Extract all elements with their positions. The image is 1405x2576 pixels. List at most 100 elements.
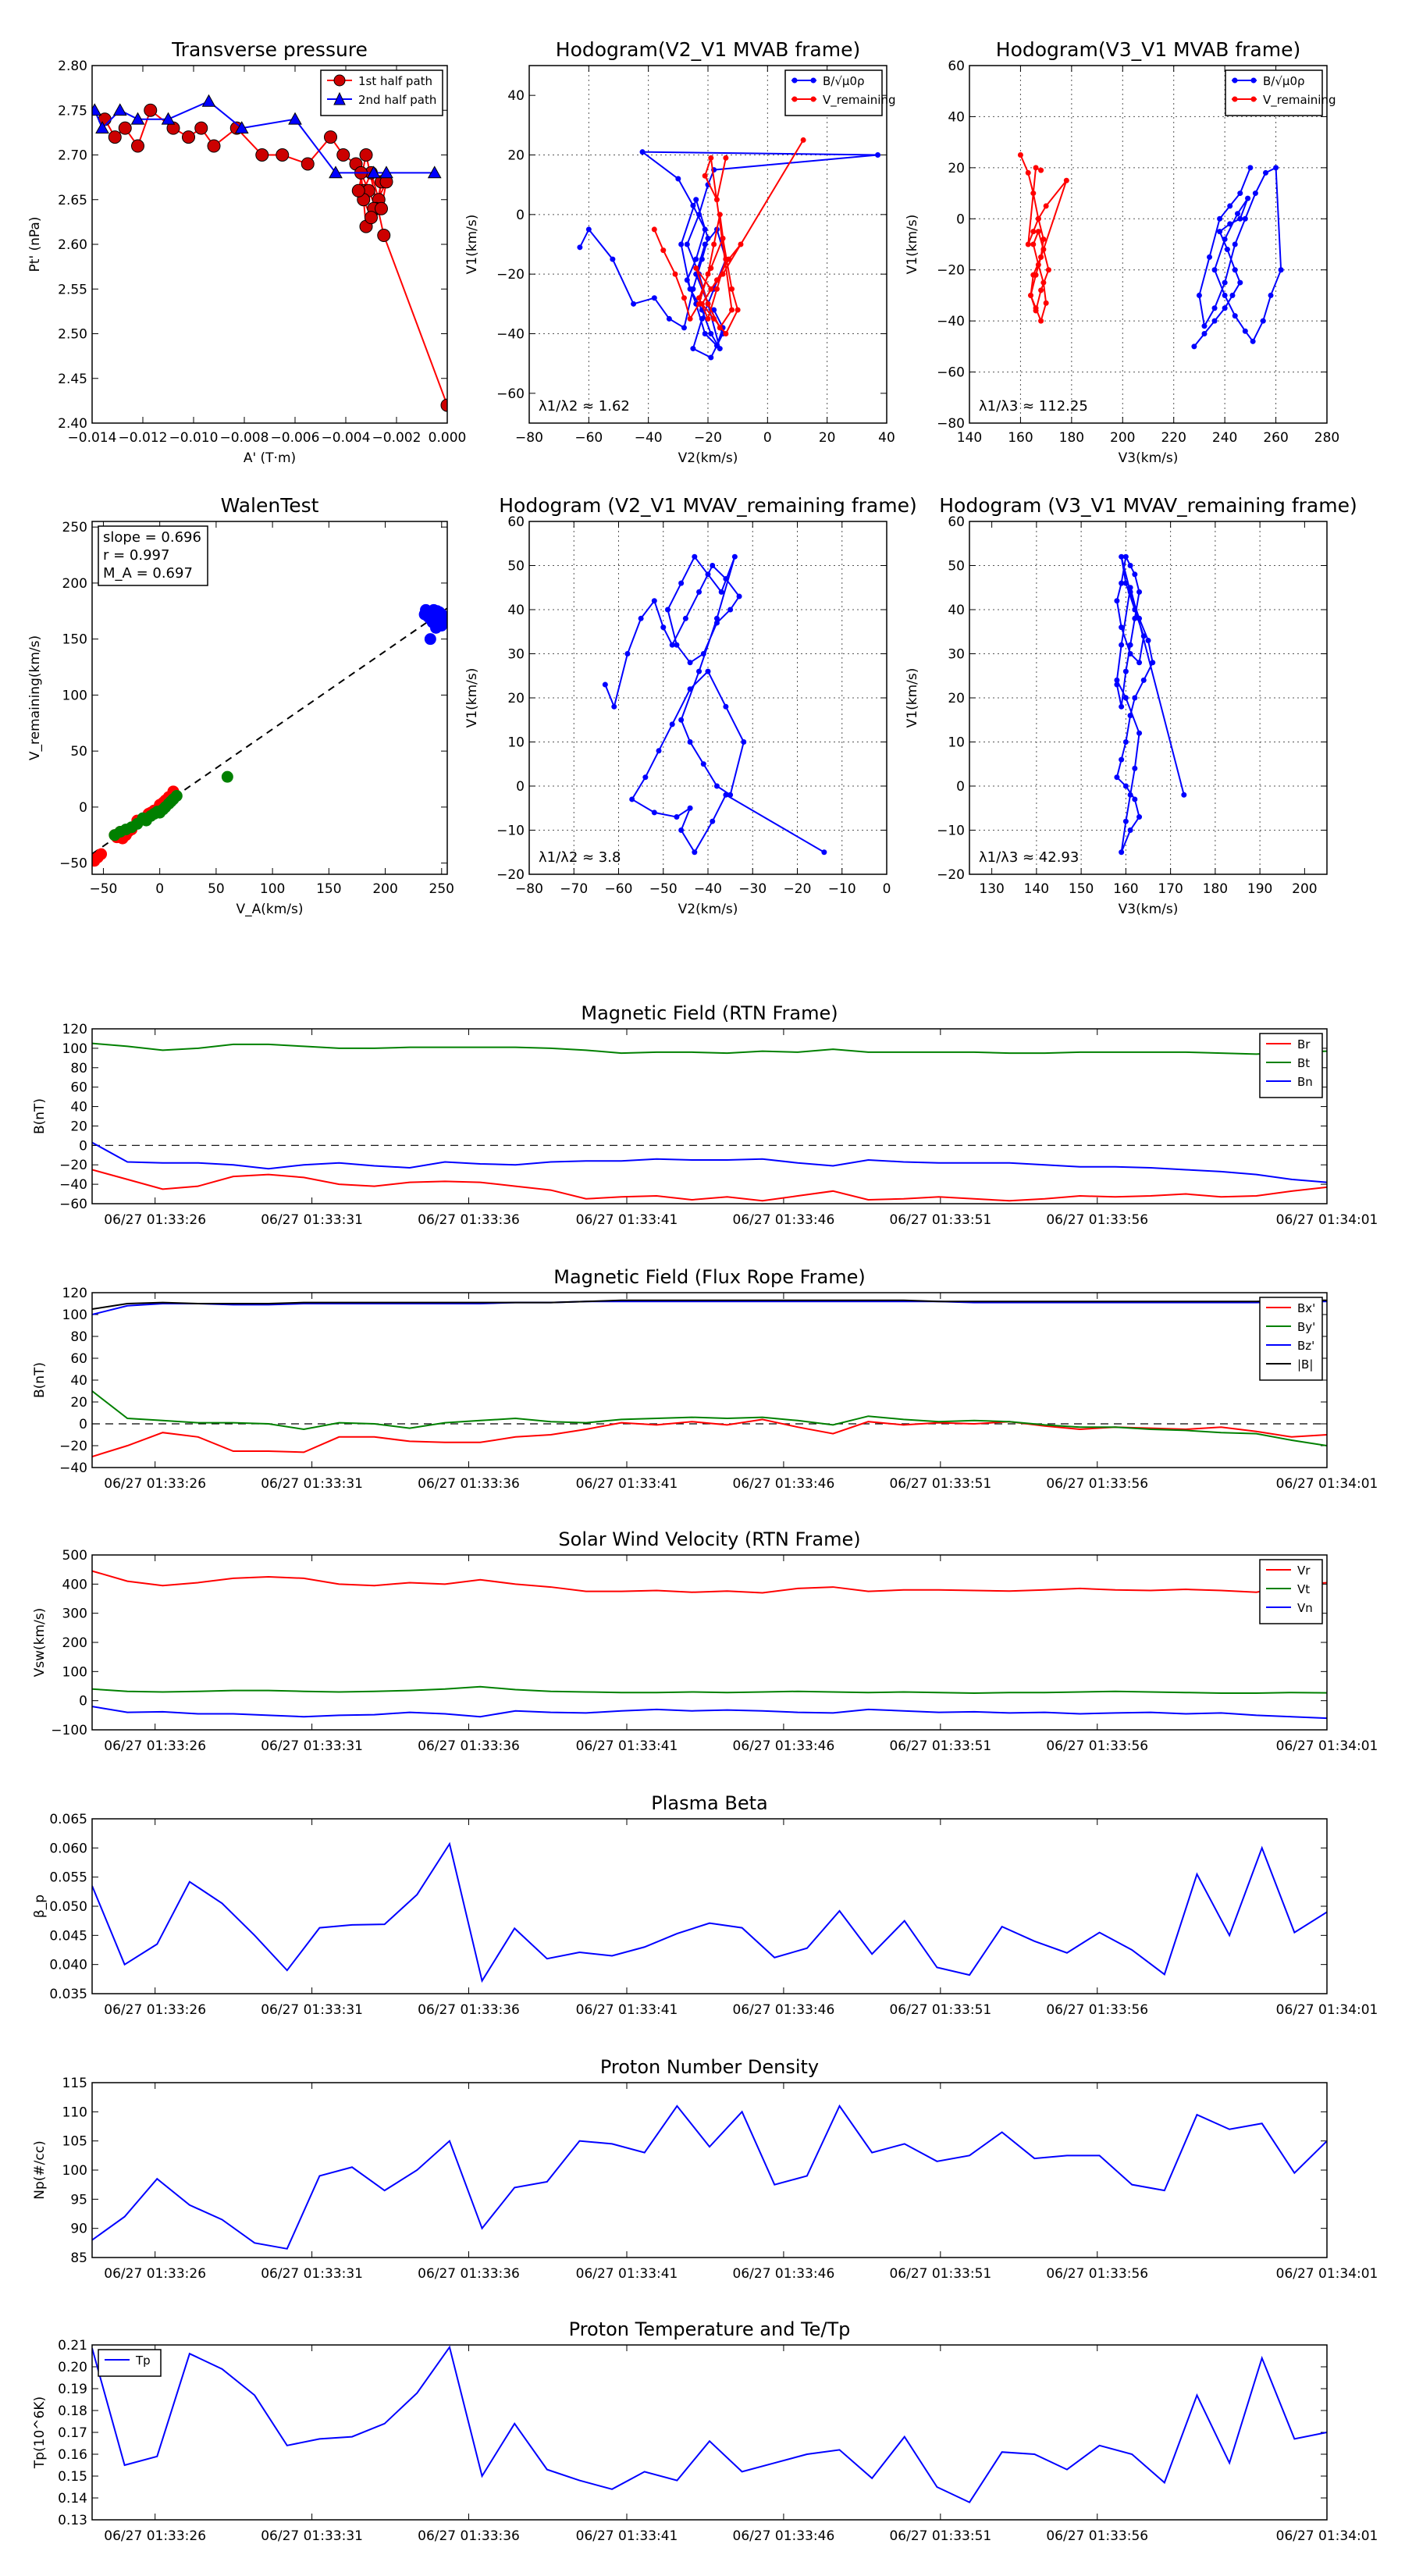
x-tick-label: −60: [574, 430, 603, 446]
x-tick-label: 06/27 01:33:46: [733, 2002, 835, 2018]
data-point: [1181, 792, 1187, 798]
y-tick-label: 2.55: [58, 282, 87, 297]
data-point: [377, 229, 391, 243]
data-point: [690, 346, 696, 352]
data-point: [700, 651, 706, 656]
y-tick-label: 0.040: [49, 1958, 87, 1973]
y-tick-label: −50: [59, 856, 87, 872]
stats-line: r = 0.997: [103, 547, 169, 564]
axes-frame: [528, 521, 887, 875]
y-tick-label: 100: [62, 688, 87, 703]
x-tick-label: 240: [1212, 430, 1237, 446]
x-tick-label: 06/27 01:34:01: [1276, 1212, 1378, 1228]
y-tick-label: 40: [948, 603, 965, 618]
y-tick-label: 50: [507, 559, 525, 575]
y-tick-label: 20: [507, 148, 525, 164]
y-tick-label: 0.045: [49, 1928, 87, 1944]
plot-area: [92, 1299, 1327, 1457]
plot-area: [92, 1570, 1327, 1720]
y-tick-label: 0.18: [58, 2403, 87, 2419]
y-tick-label: −40: [496, 327, 525, 343]
data-point: [678, 717, 685, 723]
x-tick-label: 06/27 01:33:56: [1046, 1738, 1148, 1754]
data-point: [710, 563, 716, 568]
data-point: [288, 112, 302, 125]
data-point: [692, 553, 698, 560]
chart-plasma-beta: 0.035 0.040 0.045 0.050 0.055 0.060 0.065 06/27…: [32, 1792, 1378, 2018]
data-point: [656, 748, 662, 754]
y-tick-label: −40: [59, 1461, 87, 1476]
data-point: [696, 589, 702, 595]
data-point: [234, 121, 249, 134]
chart-title: Proton Temperature and Te/Tp: [569, 2318, 851, 2340]
x-tick-label: 200: [372, 881, 397, 897]
data-point: [1119, 553, 1125, 560]
x-tick-label: 280: [1314, 430, 1339, 446]
data-point: [1247, 165, 1254, 171]
y-tick-label: 0.065: [49, 1812, 87, 1827]
y-tick-label: 110: [62, 2105, 87, 2120]
axes-frame: [91, 2344, 1328, 2521]
data-point: [1122, 580, 1129, 586]
data-point: [692, 849, 698, 856]
axes-frame: [91, 1554, 1328, 1731]
chart-hodogram-v3-v1-mvav: −20 −10 0 10 20 30 40 50 60 130 140 150 160 170 180 190…: [905, 494, 1357, 917]
data-point: [1132, 796, 1138, 802]
x-tick-label: −0.004: [322, 430, 371, 446]
data-point: [1114, 681, 1120, 688]
data-point: [700, 761, 706, 767]
data-point: [611, 703, 617, 710]
data-point: [708, 286, 714, 292]
y-tick-label: 0.14: [58, 2491, 87, 2507]
data-point: [276, 148, 290, 162]
legend-box: [98, 2349, 162, 2377]
data-point: [194, 121, 208, 135]
x-tick-label: 40: [878, 430, 895, 446]
data-point: [1040, 236, 1047, 242]
legend-marker: [333, 91, 346, 105]
x-tick-label: −0.012: [119, 430, 168, 446]
series-line-beta: [92, 1841, 1327, 1984]
x-tick-label: 06/27 01:33:26: [104, 1738, 206, 1754]
y-tick-label: −100: [51, 1723, 87, 1738]
data-point: [875, 152, 881, 158]
data-point: [1127, 642, 1133, 648]
legend-box: [1225, 69, 1323, 116]
series-line-B: [604, 555, 825, 854]
x-tick-label: 200: [1110, 430, 1135, 446]
x-tick-label: −30: [738, 881, 767, 897]
y-tick-label: 40: [70, 1373, 87, 1389]
x-tick-label: 06/27 01:33:36: [418, 1738, 520, 1754]
x-tick-label: 06/27 01:34:01: [1276, 1738, 1378, 1754]
data-point: [1035, 215, 1041, 222]
data-point: [726, 256, 732, 262]
data-point: [687, 315, 693, 322]
y-tick-label: 30: [948, 647, 965, 663]
y-tick-label: −80: [937, 416, 965, 432]
legend-box: [784, 69, 883, 116]
data-point: [738, 241, 744, 247]
x-tick-label: 260: [1263, 430, 1288, 446]
data-point: [723, 792, 729, 798]
data-point: [678, 241, 685, 247]
y-tick-label: 0.15: [58, 2469, 87, 2485]
x-tick-label: 06/27 01:33:31: [261, 2002, 363, 2018]
x-tick-label: −0.008: [220, 430, 269, 446]
data-point: [638, 615, 644, 621]
data-point: [379, 165, 393, 179]
x-tick-label: 0: [883, 881, 891, 897]
y-axis-label: Tp(10^6K): [32, 2396, 48, 2469]
data-point: [1040, 247, 1047, 253]
x-tick-label: 06/27 01:33:56: [1046, 2266, 1148, 2282]
data-point: [359, 148, 373, 162]
data-point: [1237, 279, 1243, 286]
x-tick-label: −10: [828, 881, 856, 897]
y-axis-label: β_p: [32, 1895, 48, 1918]
data-point: [1127, 827, 1133, 833]
data-point: [1232, 267, 1238, 273]
ratio-annotation: λ1/λ2 ≈ 3.8: [539, 849, 621, 866]
x-tick-label: 06/27 01:33:41: [576, 2528, 678, 2544]
data-point: [1132, 765, 1138, 771]
chart-title: Magnetic Field (RTN Frame): [581, 1002, 838, 1024]
data-point: [201, 94, 216, 107]
